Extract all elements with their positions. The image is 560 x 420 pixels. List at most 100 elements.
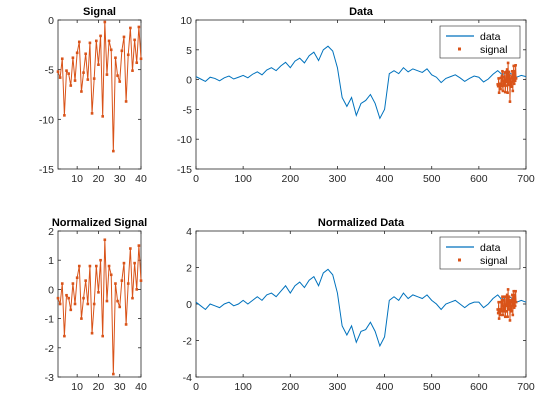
data-point xyxy=(103,20,107,24)
data-point xyxy=(126,53,130,57)
x-tick-label: 30 xyxy=(114,381,126,393)
data-point xyxy=(116,299,119,303)
data-point xyxy=(80,317,83,320)
data-point xyxy=(135,61,139,65)
data-point xyxy=(512,306,516,309)
x-tick-label: 700 xyxy=(517,381,535,393)
data-point xyxy=(507,308,510,311)
data-point xyxy=(116,74,119,77)
data-point xyxy=(507,295,511,298)
data-point xyxy=(80,90,83,93)
data-point xyxy=(137,25,141,29)
x-tick-label: 200 xyxy=(282,381,300,393)
x-tick-label: 0 xyxy=(193,173,199,185)
y-tick-label: 0 xyxy=(48,284,54,296)
data-point xyxy=(501,89,505,93)
data-point xyxy=(131,296,134,300)
data-point xyxy=(135,288,139,291)
legend-marker xyxy=(458,47,461,51)
data-point xyxy=(122,261,126,265)
data-point xyxy=(99,258,102,262)
y-tick-label: -15 xyxy=(177,164,192,176)
plot-area xyxy=(57,230,142,378)
data-point xyxy=(499,76,503,80)
data-point xyxy=(509,83,513,87)
data-point xyxy=(118,80,122,83)
data-point xyxy=(120,49,124,53)
data-point xyxy=(514,289,517,293)
y-tick-label: 0 xyxy=(186,299,192,311)
x-tick-label: 500 xyxy=(423,173,441,185)
data-point xyxy=(506,61,510,65)
data-point xyxy=(65,69,68,72)
x-tick-label: 400 xyxy=(376,173,394,185)
data-point xyxy=(505,68,509,71)
data-point xyxy=(71,56,75,60)
data-point xyxy=(499,313,502,317)
x-tick-label: 200 xyxy=(282,173,300,185)
y-tick-label: 2 xyxy=(48,226,54,238)
y-tick-label: -5 xyxy=(183,104,192,116)
x-tick-label: 500 xyxy=(423,381,441,393)
y-tick-label: 0 xyxy=(186,75,192,87)
x-tick-label: 700 xyxy=(517,173,535,185)
data-point xyxy=(497,300,500,304)
data-point xyxy=(514,77,518,80)
y-tick-label: 5 xyxy=(186,45,192,57)
data-point xyxy=(496,308,500,311)
data-point xyxy=(95,264,98,268)
data-point xyxy=(500,74,504,78)
legend-marker xyxy=(458,258,461,262)
legend-label: data xyxy=(480,242,501,254)
data-point xyxy=(500,299,504,302)
series-line-0 xyxy=(57,21,142,152)
x-tick-label: 20 xyxy=(93,381,105,393)
data-point xyxy=(133,38,136,42)
data-point xyxy=(112,372,115,376)
data-point xyxy=(511,293,514,297)
series-line-0 xyxy=(195,268,527,348)
x-tick-label: 30 xyxy=(114,173,126,185)
data-point xyxy=(124,100,128,103)
data-point xyxy=(497,77,500,80)
data-point xyxy=(507,70,511,74)
data-point xyxy=(88,264,92,268)
data-point xyxy=(502,308,505,311)
data-point xyxy=(77,40,81,44)
data-point xyxy=(514,63,517,67)
data-point xyxy=(112,149,115,153)
data-point xyxy=(507,83,510,87)
data-point xyxy=(75,51,79,55)
data-point xyxy=(514,300,518,304)
chart-2: Normalized Signal 10 20 30 40 -3 -2 -1 0 1 2 xyxy=(45,217,148,393)
x-tick-label: 300 xyxy=(329,173,347,185)
data-point xyxy=(510,85,513,89)
data-point xyxy=(503,71,507,74)
y-tick-label: -4 xyxy=(183,372,192,384)
data-point xyxy=(101,115,104,118)
x-tick-label: 400 xyxy=(376,381,394,393)
data-point xyxy=(496,84,500,88)
data-point xyxy=(505,80,508,84)
data-point xyxy=(503,295,507,298)
data-point xyxy=(513,79,517,83)
chart-title: Normalized Data xyxy=(318,217,405,229)
data-point xyxy=(105,299,109,303)
data-point xyxy=(90,331,94,335)
data-point xyxy=(73,302,77,306)
data-point xyxy=(513,293,516,297)
data-point xyxy=(502,75,506,78)
data-point xyxy=(509,300,512,304)
data-point xyxy=(56,296,60,300)
y-tick-label: -2 xyxy=(183,336,192,348)
data-point xyxy=(509,77,512,80)
data-point xyxy=(503,315,507,319)
data-point xyxy=(99,34,102,38)
data-point xyxy=(503,84,506,87)
data-point xyxy=(58,76,62,79)
x-tick-label: 40 xyxy=(135,381,147,393)
legend-label: signal xyxy=(480,255,507,267)
data-point xyxy=(69,308,73,312)
data-point xyxy=(73,79,77,82)
